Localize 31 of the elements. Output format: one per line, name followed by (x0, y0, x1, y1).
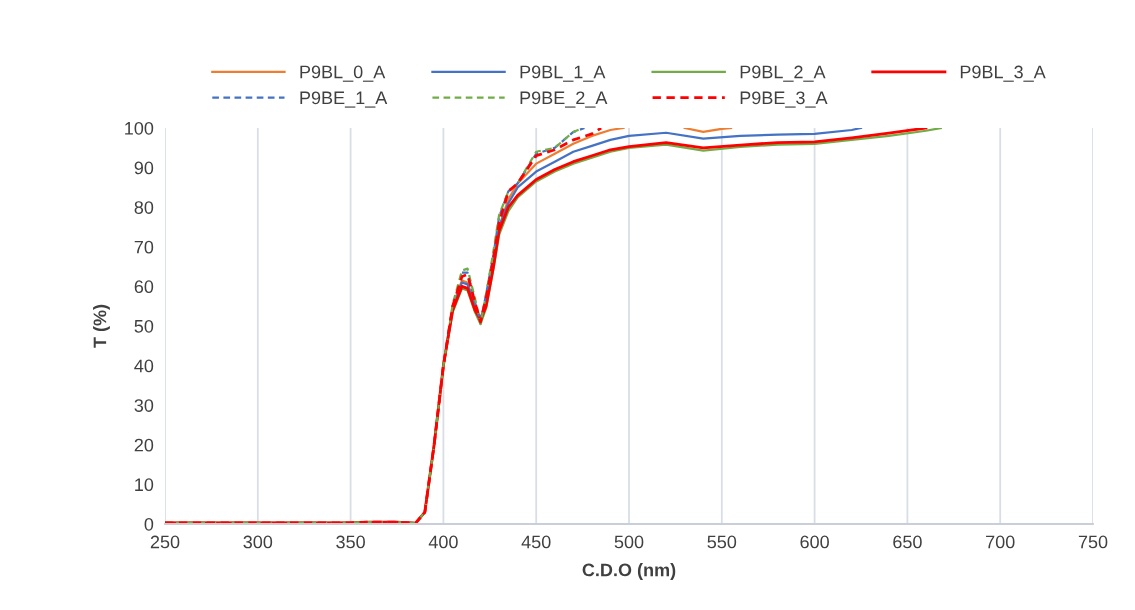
x-tick-label: 600 (800, 535, 829, 549)
x-tick-label: 400 (428, 535, 458, 549)
y-tick-label: 100 (125, 121, 154, 135)
y-tick-label: 30 (134, 399, 154, 412)
x-tick-label: 350 (336, 535, 365, 549)
legend-label: P9BL_2_A (740, 65, 826, 82)
x-tick-label: 500 (614, 535, 644, 549)
x-tick-label: 650 (893, 535, 922, 549)
x-tick-label: 250 (150, 535, 180, 549)
y-axis-title: T (%) (93, 304, 110, 348)
x-tick-label: 750 (1078, 535, 1108, 549)
y-tick-label: 20 (134, 438, 154, 452)
y-tick-label: 60 (134, 280, 154, 294)
legend-label: P9BE_2_A (520, 91, 608, 108)
y-tick-label: 40 (134, 359, 154, 373)
x-tick-label: 450 (521, 535, 551, 549)
legend-label: P9BL_0_A (300, 65, 386, 82)
y-tick-label: 50 (134, 319, 154, 333)
x-axis-title: C.D.O (nm) (582, 563, 676, 580)
y-tick-label: 0 (144, 517, 154, 531)
legend-label: P9BE_1_A (300, 91, 388, 108)
x-tick-label: 300 (243, 535, 273, 549)
x-tick-label: 700 (986, 535, 1015, 549)
legend-label: P9BL_1_A (520, 65, 606, 82)
legend-label: P9BE_3_A (740, 91, 828, 108)
y-tick-label: 80 (134, 201, 154, 214)
legend-label: P9BL_3_A (960, 65, 1046, 82)
x-tick-label: 550 (707, 535, 737, 549)
y-tick-label: 90 (134, 161, 154, 175)
y-tick-label: 10 (135, 478, 154, 492)
y-tick-label: 70 (134, 240, 154, 254)
